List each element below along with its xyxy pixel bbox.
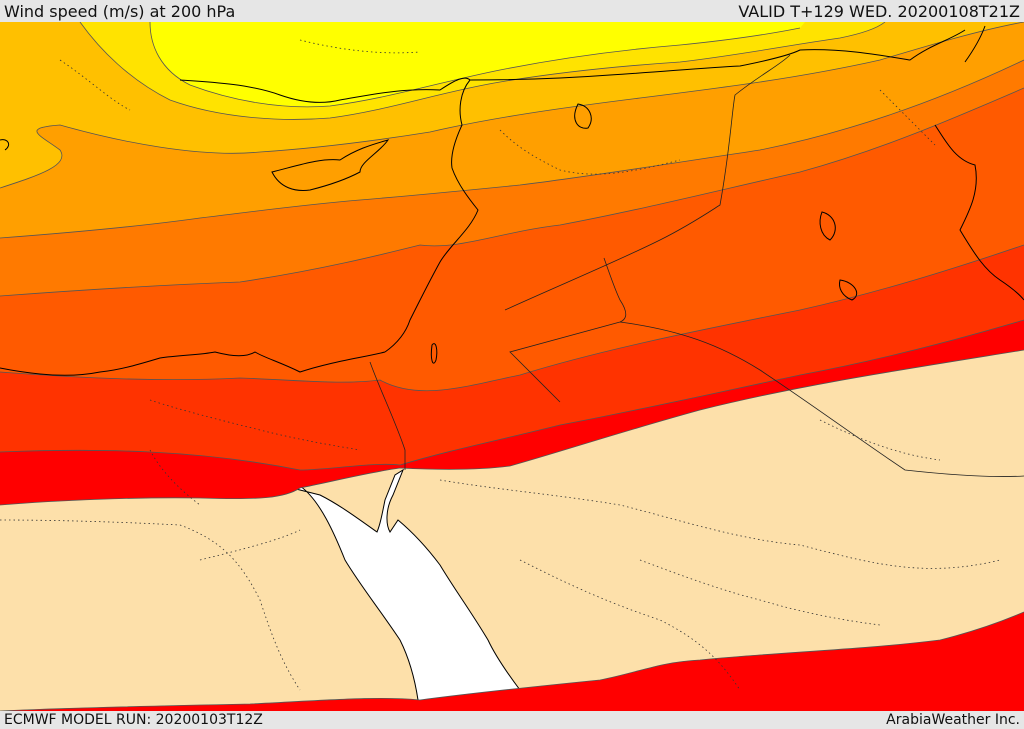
admin-boundaries [0, 39, 1001, 691]
footer-bar: ECMWF MODEL RUN: 20200103T12Z ArabiaWeat… [0, 711, 1024, 729]
contour-lines [0, 22, 1024, 711]
model-run-label: ECMWF MODEL RUN: 20200103T12Z [4, 712, 263, 728]
header-bar: Wind speed (m/s) at 200 hPa VALID T+129 … [0, 0, 1024, 22]
valid-time: VALID T+129 WED. 20200108T21Z [738, 1, 1020, 21]
southern-jet-band [0, 612, 1024, 711]
credit-label: ArabiaWeather Inc. [886, 712, 1020, 728]
coastlines [0, 25, 1024, 376]
country-borders [369, 54, 1024, 478]
wind-speed-map [0, 22, 1024, 711]
red-sea [291, 468, 526, 711]
map-title: Wind speed (m/s) at 200 hPa [4, 1, 236, 21]
